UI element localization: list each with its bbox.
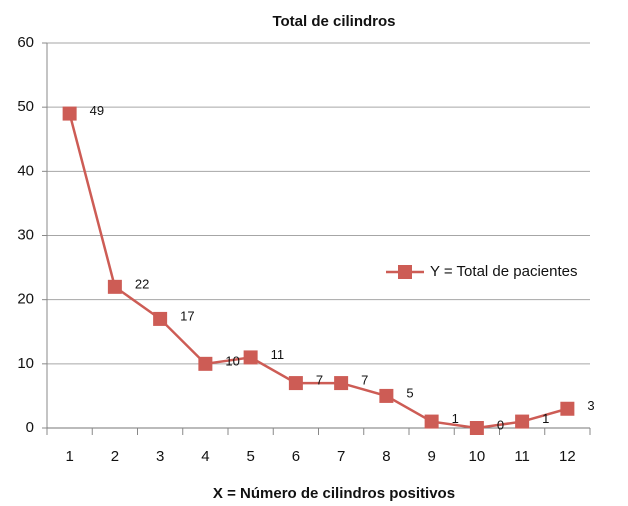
marker xyxy=(515,414,530,429)
data-label: 17 xyxy=(180,308,194,323)
marker xyxy=(243,350,258,365)
data-label: 3 xyxy=(587,398,594,413)
data-label: 7 xyxy=(361,373,368,388)
x-tick-label: 5 xyxy=(246,448,254,465)
y-tick-label: 30 xyxy=(17,226,34,243)
x-tick-label: 8 xyxy=(382,448,390,465)
marker xyxy=(469,421,484,435)
x-tick-label: 10 xyxy=(469,448,486,465)
x-tick-label: 1 xyxy=(65,448,73,465)
y-tick-label: 0 xyxy=(26,419,34,436)
x-axis-title: X = Número de cilindros positivos xyxy=(213,485,455,502)
data-label: 11 xyxy=(271,347,285,362)
data-label: 7 xyxy=(316,373,323,388)
data-label: 22 xyxy=(135,276,149,291)
x-tick-label: 9 xyxy=(427,448,435,465)
chart-title: Total de cilindros xyxy=(272,13,395,30)
x-tick-label: 6 xyxy=(292,448,300,465)
marker xyxy=(379,388,394,403)
data-label: 5 xyxy=(406,385,413,400)
x-tick-label: 7 xyxy=(337,448,345,465)
marker xyxy=(107,279,122,294)
marker xyxy=(153,311,168,326)
marker xyxy=(560,401,575,416)
y-tick-label: 50 xyxy=(17,98,34,115)
y-tick-label: 10 xyxy=(17,355,34,372)
legend-label: Y = Total de pacientes xyxy=(430,263,577,280)
series-line xyxy=(68,113,568,430)
data-label: 10 xyxy=(225,353,239,368)
legend-marker xyxy=(398,265,412,279)
data-label: 0 xyxy=(497,417,504,432)
data-label: 1 xyxy=(542,411,549,426)
marker xyxy=(62,106,77,121)
x-tick-label: 11 xyxy=(514,448,530,465)
y-tick-label: 20 xyxy=(17,291,34,308)
marker xyxy=(424,414,439,429)
marker xyxy=(288,376,303,391)
marker xyxy=(198,356,213,371)
y-tick-label: 60 xyxy=(17,34,34,51)
x-tick-label: 3 xyxy=(156,448,164,465)
data-label: 49 xyxy=(90,103,104,118)
marker xyxy=(334,376,349,391)
x-tick-label: 2 xyxy=(111,448,119,465)
x-tick-label: 12 xyxy=(559,448,576,465)
x-tick-label: 4 xyxy=(201,448,209,465)
data-label: 1 xyxy=(452,411,459,426)
y-tick-label: 40 xyxy=(17,162,34,179)
